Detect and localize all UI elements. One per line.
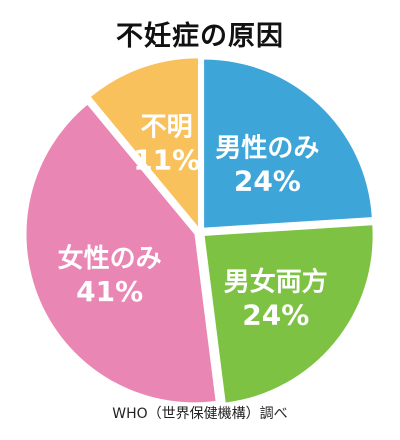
- slice-value-4: 11%: [133, 143, 200, 176]
- pie-slice-4: [90, 58, 198, 227]
- slice-value-2: 24%: [242, 299, 309, 332]
- slice-label-2: 男女両方: [224, 267, 328, 298]
- pie-slice-1: [204, 59, 372, 228]
- slice-value-3: 41%: [76, 275, 143, 308]
- slice-label-4: 不明: [141, 112, 193, 142]
- pie-slice-2: [204, 225, 373, 403]
- slice-label-3: 女性のみ: [58, 243, 162, 274]
- slice-value-1: 24%: [234, 164, 301, 197]
- chart-title: 不妊症の原因: [116, 21, 284, 52]
- source-note: WHO（世界保健機構）調べ: [112, 406, 288, 422]
- slice-label-1: 男性のみ: [215, 133, 319, 163]
- pie-slice-3: [26, 104, 216, 403]
